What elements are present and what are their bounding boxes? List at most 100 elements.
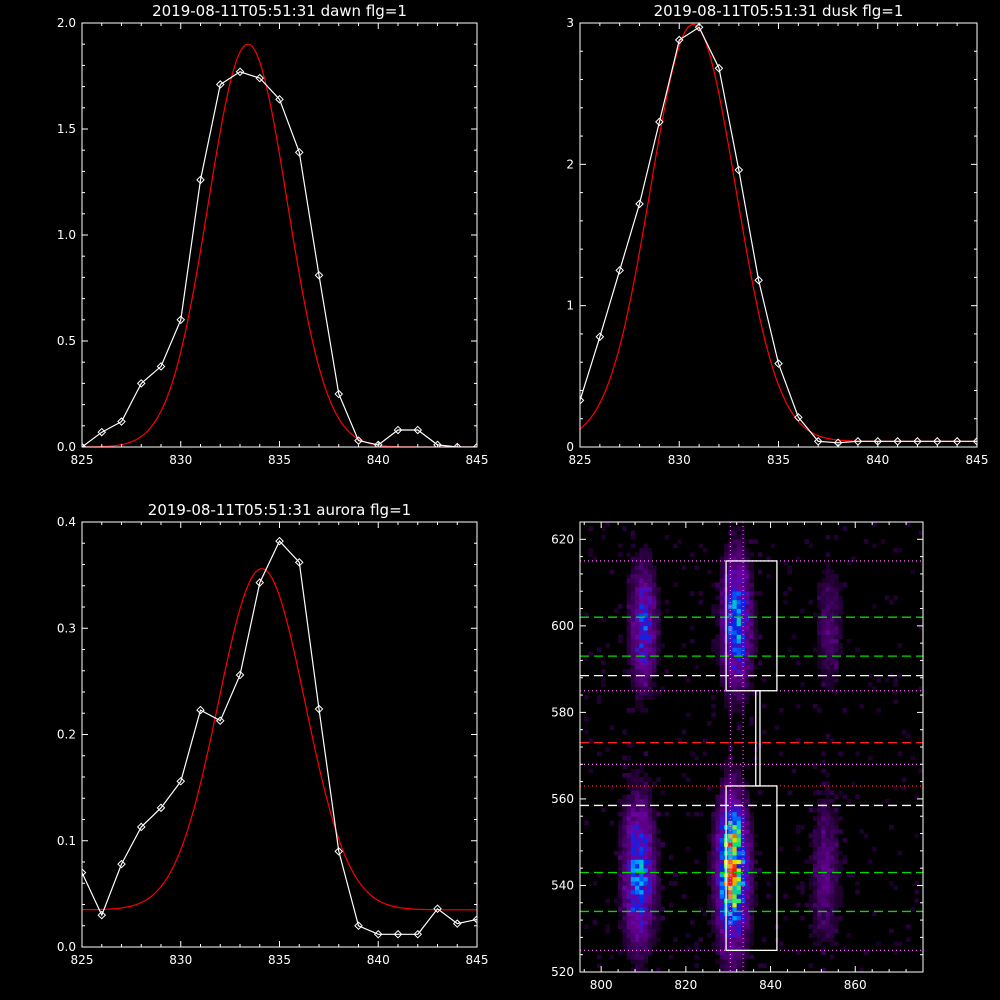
heatmap-cell bbox=[630, 586, 636, 592]
heatmap-cell bbox=[829, 591, 835, 596]
heatmap-cell bbox=[736, 586, 742, 592]
heatmap-cell bbox=[643, 946, 649, 951]
heatmap-cell bbox=[740, 824, 746, 830]
heatmap-cell bbox=[880, 539, 886, 544]
heatmap-cell bbox=[732, 660, 737, 666]
heatmap-cell bbox=[736, 859, 742, 865]
heatmap-cell bbox=[753, 902, 759, 908]
data-point bbox=[136, 822, 146, 832]
heatmap-cell bbox=[635, 811, 640, 817]
heatmap-cell bbox=[834, 907, 839, 912]
heatmap-cell bbox=[829, 920, 835, 925]
heatmap-cell bbox=[736, 863, 742, 869]
data-point bbox=[452, 919, 462, 928]
heatmap-cell bbox=[690, 920, 695, 925]
heatmap-cell bbox=[685, 712, 691, 718]
heatmap-cell bbox=[838, 634, 843, 640]
heatmap-cell bbox=[817, 617, 822, 622]
heatmap-cell bbox=[622, 850, 627, 856]
heatmap-cell bbox=[817, 591, 822, 596]
heatmap-cell bbox=[592, 920, 598, 925]
heatmap-cell bbox=[719, 625, 725, 631]
heatmap-cell bbox=[825, 868, 831, 873]
heatmap-cell bbox=[647, 682, 653, 687]
heatmap-cell bbox=[740, 634, 746, 640]
heatmap-cell bbox=[829, 599, 835, 605]
heatmap-cell bbox=[723, 695, 729, 700]
heatmap-cell bbox=[749, 660, 754, 666]
heatmap-cell bbox=[626, 902, 632, 908]
heatmap-cell bbox=[643, 950, 649, 955]
heatmap-cell bbox=[702, 751, 708, 756]
heatmap-cell bbox=[825, 734, 831, 739]
heatmap-cell bbox=[732, 859, 737, 865]
heatmap-cell bbox=[643, 565, 649, 570]
heatmap-cell bbox=[635, 946, 640, 951]
heatmap-cell bbox=[821, 946, 826, 951]
heatmap-cell bbox=[588, 768, 593, 774]
heatmap-cell bbox=[711, 820, 716, 826]
heatmap-cell bbox=[736, 534, 742, 540]
heatmap-cell bbox=[821, 928, 826, 934]
heatmap-cell bbox=[736, 902, 742, 908]
data-point bbox=[314, 270, 324, 280]
heatmap-cell bbox=[825, 560, 831, 566]
heatmap-cell bbox=[715, 859, 721, 865]
data-point bbox=[97, 427, 107, 437]
heatmap-cell bbox=[740, 881, 746, 886]
data-line bbox=[82, 540, 477, 935]
heatmap-cell bbox=[783, 915, 788, 921]
heatmap-cell bbox=[622, 937, 627, 943]
heatmap-cell bbox=[740, 560, 746, 566]
heatmap-cell bbox=[728, 695, 733, 700]
heatmap-cell bbox=[749, 586, 754, 592]
heatmap-cell bbox=[643, 669, 649, 674]
heatmap-cell bbox=[745, 824, 750, 830]
heatmap-cell bbox=[635, 599, 640, 605]
panel-title: 2019-08-11T05:51:31 dusk flg=1 bbox=[654, 2, 904, 20]
heatmap-cell bbox=[622, 824, 627, 830]
heatmap-cell bbox=[821, 920, 826, 925]
heatmap-cell bbox=[618, 911, 623, 917]
heatmap-cell bbox=[694, 755, 699, 761]
heatmap-cell bbox=[736, 547, 742, 553]
heatmap-cell bbox=[821, 643, 826, 648]
heatmap-cell bbox=[728, 946, 733, 951]
heatmap-cell bbox=[647, 868, 653, 873]
heatmap-cell bbox=[656, 647, 661, 653]
heatmap-cell bbox=[749, 612, 754, 618]
heatmap-cell bbox=[651, 842, 657, 847]
heatmap-cell bbox=[825, 573, 831, 579]
heatmap-cell bbox=[719, 764, 725, 769]
heatmap-cell bbox=[757, 660, 763, 666]
heatmap-cell bbox=[651, 621, 657, 627]
heatmap-cell bbox=[643, 872, 649, 878]
heatmap-cell bbox=[829, 586, 835, 592]
heatmap-cell bbox=[749, 911, 754, 917]
heatmap-cell bbox=[647, 647, 653, 653]
heatmap-cell bbox=[635, 885, 640, 891]
heatmap-cell bbox=[647, 660, 653, 666]
heatmap-cell bbox=[838, 902, 843, 908]
heatmap-cell bbox=[740, 617, 746, 622]
heatmap-cell bbox=[719, 612, 725, 618]
heatmap-cell bbox=[749, 569, 754, 575]
heatmap-cell bbox=[719, 820, 725, 826]
heatmap-cell bbox=[825, 595, 831, 601]
heatmap-cell bbox=[821, 881, 826, 886]
heatmap-cell bbox=[681, 772, 687, 778]
heatmap-cell bbox=[728, 829, 733, 834]
heatmap-cell bbox=[635, 794, 640, 800]
heatmap-cell bbox=[618, 868, 623, 873]
heatmap-cell bbox=[711, 643, 716, 648]
heatmap-cell bbox=[647, 586, 653, 592]
heatmap-cell bbox=[715, 634, 721, 640]
heatmap-cell bbox=[643, 573, 649, 579]
heatmap-cell bbox=[622, 907, 627, 912]
heatmap-cell bbox=[618, 920, 623, 925]
heatmap-cell bbox=[635, 963, 640, 968]
heatmap-cell bbox=[618, 872, 623, 878]
heatmap-cell bbox=[728, 699, 733, 705]
heatmap-cell bbox=[719, 573, 725, 579]
x-tick-label: 825 bbox=[71, 453, 94, 467]
